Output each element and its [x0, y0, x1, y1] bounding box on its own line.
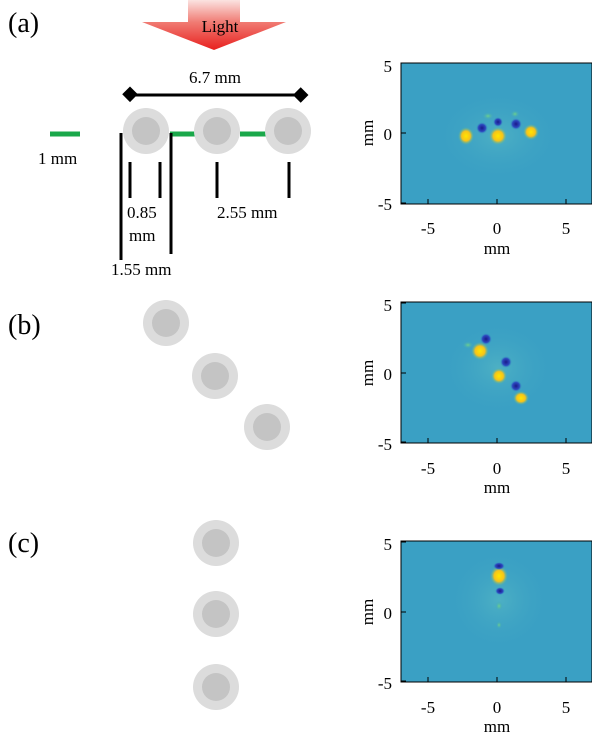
intensity-blob — [495, 587, 505, 595]
xtick-label: 5 — [562, 219, 571, 238]
intensity-blob — [476, 122, 488, 134]
intensity-blob — [458, 127, 474, 145]
panel-b: (b) 5 0 -5 — [8, 296, 592, 497]
panel-label-c: (c) — [8, 528, 39, 559]
phantom — [123, 108, 169, 154]
panel-a: (a) Light 6.7 mm 1 mm — [8, 0, 592, 279]
phantom — [244, 404, 290, 450]
span-left-marker — [122, 86, 138, 103]
span-right-marker — [292, 87, 309, 103]
span-dimension: 6.7 mm — [122, 68, 309, 103]
y-axis-label: mm — [358, 120, 377, 146]
intensity-blob — [510, 380, 522, 392]
y-axis-label: mm — [358, 360, 377, 386]
light-label: Light — [202, 17, 239, 36]
phantom — [193, 591, 239, 637]
intensity-blob — [480, 333, 492, 345]
arrow-shape — [142, 0, 286, 50]
phantom — [192, 353, 238, 399]
gap-label-top: 0.85 — [127, 203, 157, 222]
phantom — [194, 108, 240, 154]
xtick-label: 0 — [493, 459, 502, 478]
xtick-label: 0 — [493, 219, 502, 238]
intensity-blob — [490, 566, 508, 586]
intensity-blob — [493, 117, 503, 127]
phantom — [143, 300, 189, 346]
intensity-blob — [523, 124, 539, 140]
light-arrow: Light — [142, 0, 286, 50]
panel-c: (c) 5 0 -5 -5 — [8, 520, 592, 736]
colormap-c: 5 0 -5 -5 0 5 mm mm — [358, 535, 592, 736]
ytick-label: -5 — [378, 674, 392, 693]
intensity-blob — [495, 601, 503, 611]
panel-label-a: (a) — [8, 8, 39, 39]
span-label: 6.7 mm — [189, 68, 241, 87]
xtick-label: -5 — [421, 698, 435, 717]
intensity-blob — [471, 342, 489, 360]
ytick-label: 5 — [384, 57, 393, 76]
xtick-label: -5 — [421, 219, 435, 238]
ytick-label: 0 — [384, 365, 393, 384]
phantom — [193, 664, 239, 710]
intensity-blob — [510, 118, 522, 130]
x-axis-label: mm — [484, 478, 510, 497]
xtick-label: 5 — [562, 698, 571, 717]
intensity-blob — [513, 391, 529, 405]
phantom — [265, 108, 311, 154]
ytick-label: -5 — [378, 435, 392, 454]
intensity-blob — [493, 562, 505, 570]
ytick-label: 5 — [384, 535, 393, 554]
x-axis-label: mm — [484, 717, 510, 736]
colormap-a: 5 0 -5 -5 0 5 mm mm — [358, 57, 592, 258]
x-axis-label: mm — [484, 239, 510, 258]
ytick-label: 0 — [384, 125, 393, 144]
colormap-b: 5 0 -5 -5 0 5 mm mm — [358, 296, 592, 497]
xtick-label: -5 — [421, 459, 435, 478]
y-axis-label: mm — [358, 599, 377, 625]
ytick-label: -5 — [378, 195, 392, 214]
gap-label-bottom: mm — [129, 226, 155, 245]
xtick-label: 5 — [562, 459, 571, 478]
scale-bar-label: 1 mm — [38, 149, 77, 168]
pitch-label: 2.55 mm — [217, 203, 277, 222]
phantom — [193, 520, 239, 566]
panel-label-b: (b) — [8, 310, 41, 341]
intensity-blob — [489, 127, 507, 145]
intensity-blob — [491, 368, 507, 384]
offset-label: 1.55 mm — [111, 260, 171, 279]
xtick-label: 0 — [493, 698, 502, 717]
ytick-label: 5 — [384, 296, 393, 315]
intensity-blob — [500, 356, 512, 368]
ytick-label: 0 — [384, 604, 393, 623]
